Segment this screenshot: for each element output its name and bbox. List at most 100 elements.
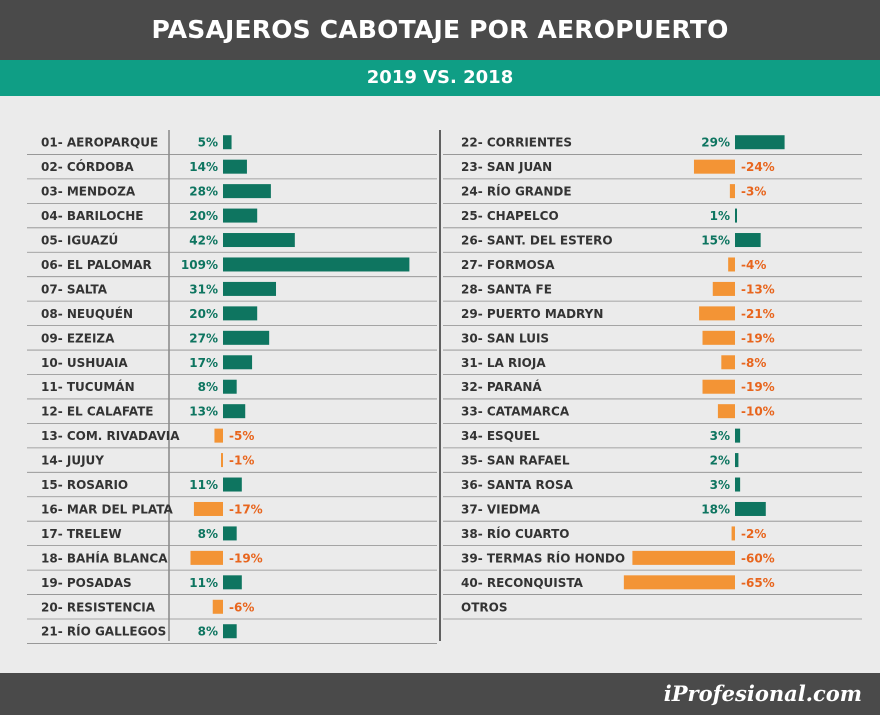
chart-row: 02- CÓRDOBA 14% xyxy=(27,159,437,180)
value-label: 2% xyxy=(710,454,730,468)
chart-row: 27- FORMOSA -4% xyxy=(443,257,862,278)
value-label: -13% xyxy=(741,282,775,296)
bar xyxy=(699,306,735,321)
brand-logo: iProfesional.com xyxy=(663,681,862,706)
chart-row: 08- NEUQUÉN 20% xyxy=(27,306,437,327)
airport-label: 35- SAN RAFAEL xyxy=(461,454,570,468)
bar xyxy=(223,184,271,199)
chart-row: 28- SANTA FE -13% xyxy=(443,281,862,302)
airport-label: 20- RESISTENCIA xyxy=(41,600,156,614)
value-label: -2% xyxy=(741,527,766,541)
page-title: PASAJEROS CABOTAJE POR AEROPUERTO xyxy=(151,15,729,44)
chart-row: 11- TUCUMÁN 8% xyxy=(27,379,437,400)
airport-label: 14- JUJUY xyxy=(41,454,104,468)
bar xyxy=(693,159,735,174)
chart-row: 15- ROSARIO 11% xyxy=(27,477,437,498)
bar xyxy=(223,575,242,590)
bar xyxy=(223,355,253,370)
airport-label: 23- SAN JUAN xyxy=(461,160,552,174)
chart-row: 18- BAHÍA BLANCA -19% xyxy=(27,550,437,571)
airport-label: 12- EL CALAFATE xyxy=(41,405,153,419)
value-label: -10% xyxy=(741,405,775,419)
value-label: -3% xyxy=(741,185,766,199)
bar xyxy=(623,575,735,590)
bar xyxy=(731,526,735,541)
bar xyxy=(735,428,741,443)
airport-label: 06- EL PALOMAR xyxy=(41,258,152,272)
bar xyxy=(728,257,735,272)
chart-row: 22- CORRIENTES 29% xyxy=(443,135,862,155)
chart-row: 39- TERMAS RÍO HONDO -60% xyxy=(443,550,862,571)
bar xyxy=(702,379,735,394)
chart-row: 37- VIEDMA 18% xyxy=(443,501,862,522)
value-label: 109% xyxy=(181,258,218,272)
value-label: -17% xyxy=(229,502,263,516)
airport-label: 17- TRELEW xyxy=(41,527,122,541)
bar xyxy=(735,208,737,223)
bar xyxy=(223,135,232,150)
chart-row: 05- IGUAZÚ 42% xyxy=(27,233,437,253)
airport-passenger-chart: 01- AEROPARQUE 5% 02- CÓRDOBA 14% 03- MENDOZ… xyxy=(27,130,862,644)
chart-row: 34- ESQUEL 3% xyxy=(443,428,862,449)
airport-label: 33- CATAMARCA xyxy=(461,405,570,419)
bar xyxy=(223,404,246,419)
value-label: 13% xyxy=(189,405,218,419)
chart-row: 35- SAN RAFAEL 2% xyxy=(443,453,862,473)
bar xyxy=(221,453,223,468)
airport-label: 22- CORRIENTES xyxy=(461,136,572,150)
airport-label: 38- RÍO CUARTO xyxy=(461,526,570,541)
bar xyxy=(223,379,237,394)
bar xyxy=(223,477,242,492)
chart-column-2: 22- CORRIENTES 29% 23- SAN JUAN -24% 24- RÍO… xyxy=(443,135,862,620)
value-label: -4% xyxy=(741,258,766,272)
airport-label: 21- RÍO GALLEGOS xyxy=(41,624,166,639)
value-label: -65% xyxy=(741,576,775,590)
chart-row: 33- CATAMARCA -10% xyxy=(443,404,862,424)
bar xyxy=(735,233,761,248)
value-label: -5% xyxy=(229,429,254,443)
value-label: 11% xyxy=(189,478,218,492)
airport-label: 29- PUERTO MADRYN xyxy=(461,307,603,321)
page-subtitle: 2019 VS. 2018 xyxy=(366,67,514,88)
value-label: -8% xyxy=(741,356,766,370)
bar xyxy=(223,526,237,541)
value-label: 31% xyxy=(189,282,218,296)
airport-label: 03- MENDOZA xyxy=(41,185,136,199)
airport-label: 02- CÓRDOBA xyxy=(41,159,134,174)
value-label: 20% xyxy=(189,307,218,321)
value-label: 14% xyxy=(189,160,218,174)
chart-row: 23- SAN JUAN -24% xyxy=(443,159,862,180)
airport-label: 36- SANTA ROSA xyxy=(461,478,574,492)
bar xyxy=(223,257,410,272)
title-bar xyxy=(0,0,880,60)
value-label: 18% xyxy=(701,502,730,516)
chart-row: 19- POSADAS 11% xyxy=(27,575,437,595)
value-label: 3% xyxy=(710,478,730,492)
airport-label: 08- NEUQUÉN xyxy=(41,306,133,321)
bar xyxy=(735,453,739,468)
bar xyxy=(223,159,247,174)
airport-label: 40- RECONQUISTA xyxy=(461,576,584,590)
chart-row: 25- CHAPELCO 1% xyxy=(443,208,862,229)
bar xyxy=(735,501,766,516)
airport-label: 13- COM. RIVADAVIA xyxy=(41,429,180,443)
airport-label: 39- TERMAS RÍO HONDO xyxy=(461,550,625,565)
bar xyxy=(632,550,735,565)
value-label: 29% xyxy=(701,136,730,150)
chart-row: 14- JUJUY -1% xyxy=(27,453,437,473)
airport-label: 26- SANT. DEL ESTERO xyxy=(461,234,613,248)
chart-row: 17- TRELEW 8% xyxy=(27,526,437,547)
airport-label: 34- ESQUEL xyxy=(461,429,540,443)
bar xyxy=(735,477,741,492)
value-label: 27% xyxy=(189,331,218,345)
value-label: 5% xyxy=(198,136,218,150)
bar xyxy=(721,355,735,370)
chart-row: 16- MAR DEL PLATA -17% xyxy=(27,501,437,522)
airport-label: OTROS xyxy=(461,600,507,614)
value-label: 15% xyxy=(701,234,730,248)
chart-row: 20- RESISTENCIA -6% xyxy=(27,599,437,620)
chart-row: 03- MENDOZA 28% xyxy=(27,184,437,204)
airport-label: 25- CHAPELCO xyxy=(461,209,559,223)
value-label: 8% xyxy=(198,527,218,541)
value-label: -24% xyxy=(741,160,775,174)
